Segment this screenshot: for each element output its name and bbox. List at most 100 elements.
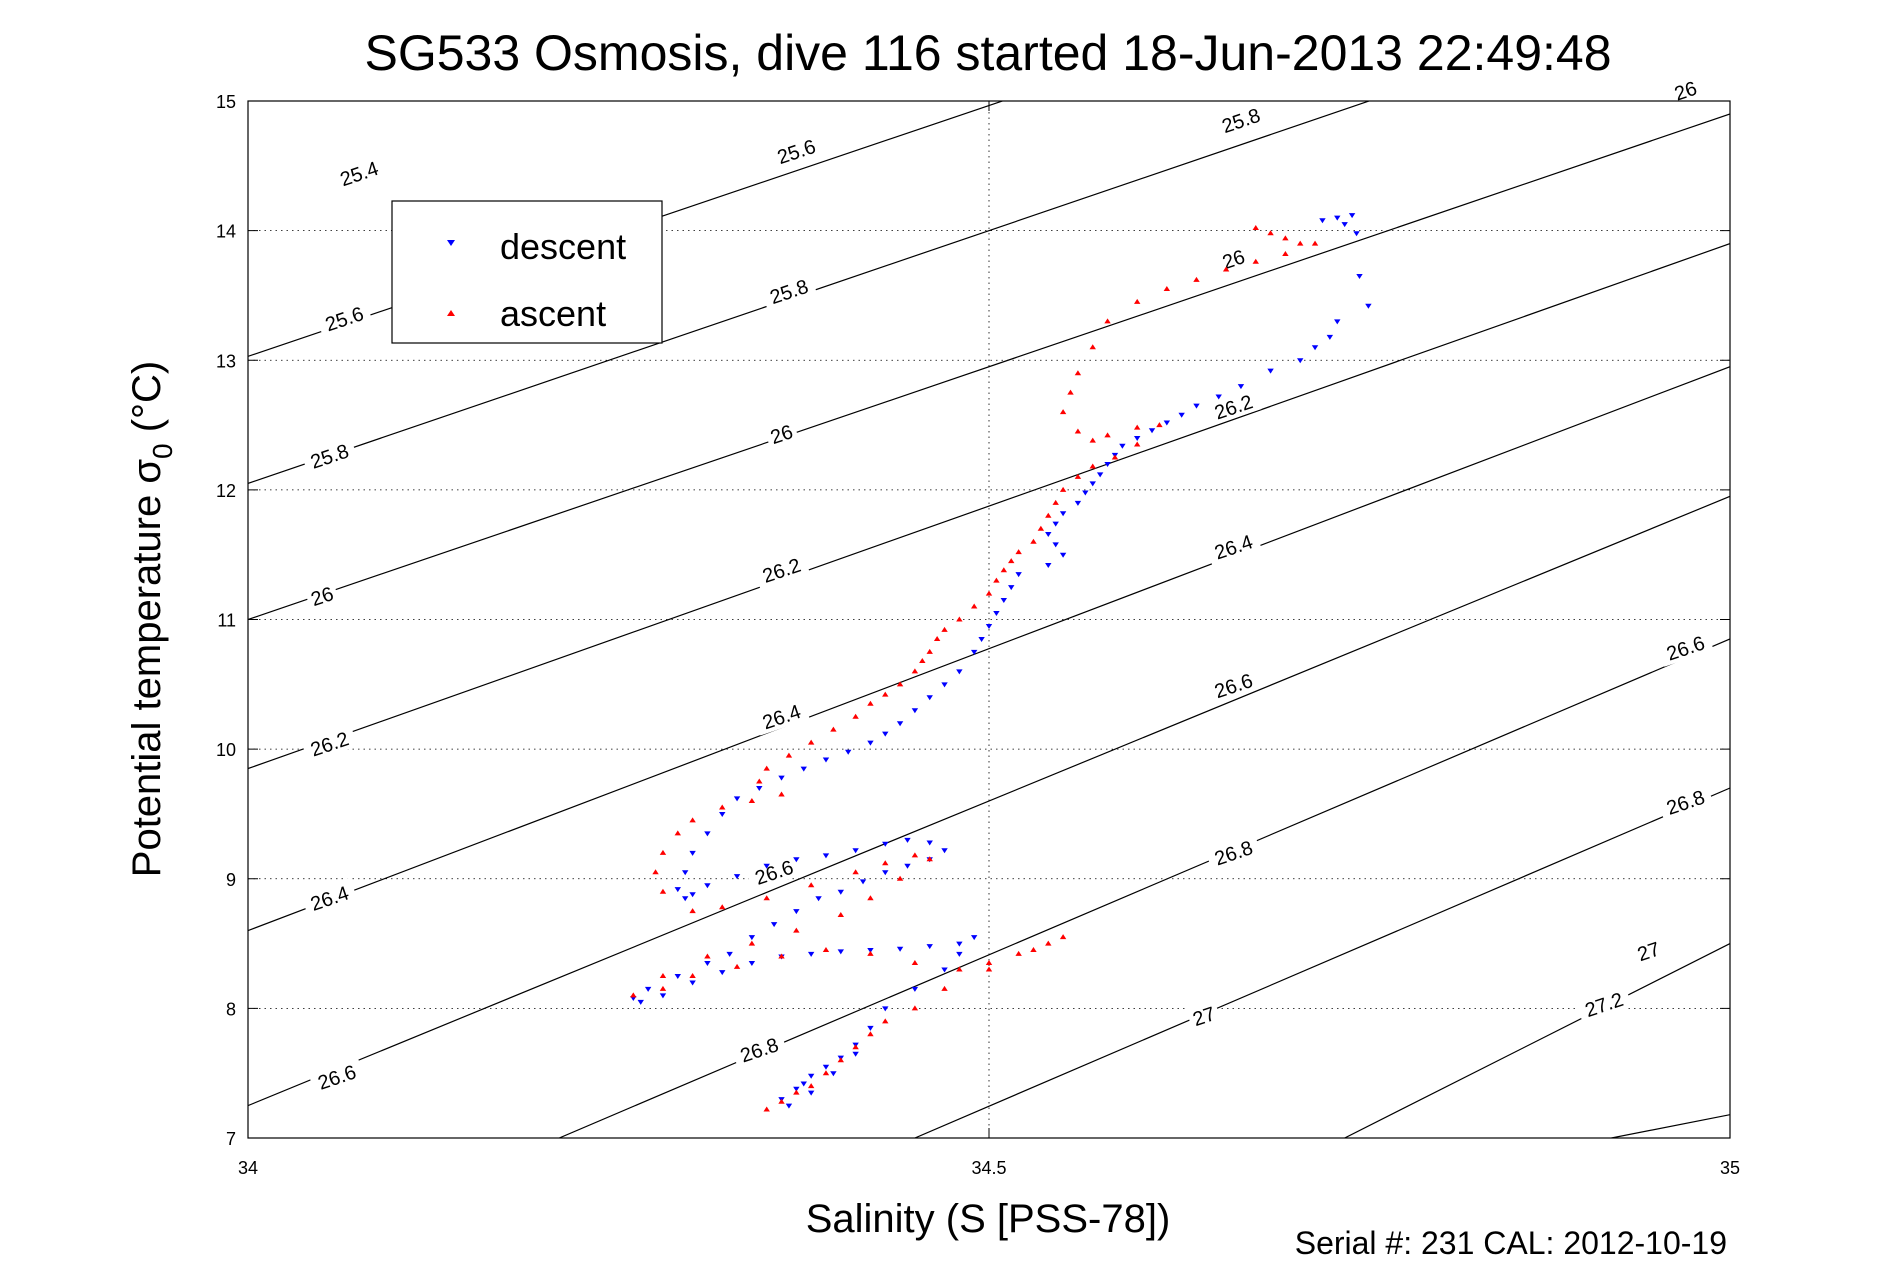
descent-point <box>704 961 711 967</box>
ascent-point <box>704 953 711 959</box>
descent-point <box>1052 521 1059 527</box>
ascent-point <box>822 1070 830 1076</box>
isopycnal-label-bg <box>1204 832 1262 872</box>
isopycnal-label-bg <box>300 435 358 475</box>
y-tick-label: 8 <box>226 999 236 1019</box>
ascent-point <box>852 869 859 875</box>
ascent-point <box>1045 940 1052 946</box>
chart-title: SG533 Osmosis, dive 116 started 18-Jun-2… <box>364 25 1611 81</box>
descent-point <box>733 796 741 802</box>
isopycnal-label-bg <box>767 130 825 171</box>
descent-point <box>674 887 681 893</box>
ascent-point <box>778 1098 785 1104</box>
isopycnal-label-bg <box>1204 664 1262 705</box>
ascent-point <box>896 875 904 881</box>
descent-point <box>911 986 919 992</box>
y-tick-label: 7 <box>226 1129 236 1149</box>
descent-point <box>770 922 778 928</box>
descent-point <box>941 682 948 688</box>
ascent-point <box>1015 950 1022 956</box>
ascent-point <box>896 681 904 687</box>
ascent-point <box>1134 424 1141 430</box>
ascent-point <box>1067 389 1074 395</box>
y-axis-label-unit: (°C) <box>125 361 169 444</box>
descent-point <box>1326 334 1334 340</box>
descent-point <box>733 874 741 880</box>
ascent-point <box>926 856 933 862</box>
ascent-point <box>837 912 844 918</box>
descent-point <box>1089 481 1096 487</box>
descent-point <box>1365 303 1372 309</box>
ascent-point <box>926 648 933 654</box>
ascent-point <box>867 700 874 706</box>
descent-point <box>896 721 904 727</box>
isopycnal-label-bg <box>752 549 810 589</box>
ascent-point <box>1297 240 1304 246</box>
descent-point <box>956 951 963 957</box>
ascent-point <box>785 752 793 758</box>
ascent-point <box>1104 318 1111 324</box>
descent-point <box>644 986 652 992</box>
descent-series <box>630 213 1372 1109</box>
ascent-point <box>1089 437 1096 443</box>
isopycnal-label-group: 27.2 <box>1575 983 1633 1024</box>
axis-ticks: 34 34.5 35 7 8 9 10 11 12 13 14 15 <box>216 92 1740 1178</box>
descent-point <box>978 636 985 642</box>
descent-point <box>800 766 807 772</box>
descent-point <box>867 740 874 746</box>
isopycnal-label-bg <box>1185 999 1222 1032</box>
ascent-point <box>1008 558 1015 564</box>
isopycnal-label-bg <box>1212 99 1270 140</box>
descent-point <box>1096 472 1104 478</box>
descent-point <box>719 970 726 976</box>
isopycnal-label-bg <box>760 270 818 311</box>
isopycnal-label-bg <box>315 298 373 338</box>
descent-point <box>1237 384 1245 390</box>
descent-point <box>1353 231 1360 237</box>
descent-point <box>704 831 711 837</box>
isopycnal-lines <box>248 101 1730 1138</box>
descent-point <box>852 1051 859 1057</box>
ascent-point <box>807 739 815 745</box>
descent-point <box>815 896 822 902</box>
isopycnal-line <box>248 495 1730 1107</box>
descent-point <box>970 649 978 655</box>
isopycnal-line <box>914 787 1730 1138</box>
ascent-point <box>807 1083 815 1089</box>
descent-point <box>1311 345 1319 351</box>
descent-point <box>1119 443 1126 449</box>
ascent-point <box>1059 409 1067 415</box>
isopycnal-line <box>1344 943 1730 1138</box>
descent-point <box>807 1090 815 1096</box>
descent-point <box>1163 420 1171 426</box>
legend-marker-ascent <box>447 310 455 316</box>
isopycnal-label-group: 27 <box>1630 934 1667 967</box>
descent-point <box>941 967 948 973</box>
ascent-point <box>778 953 785 959</box>
descent-point <box>1297 358 1304 364</box>
descent-point <box>867 1025 874 1031</box>
ascent-point <box>733 963 741 969</box>
descent-point <box>763 863 770 869</box>
ascent-point <box>1015 549 1022 555</box>
descent-point <box>793 909 800 915</box>
descent-point <box>822 1064 830 1070</box>
ascent-point <box>985 960 993 966</box>
y-tick-label: 10 <box>216 740 236 760</box>
descent-point <box>956 669 963 675</box>
ascent-point <box>867 1031 874 1037</box>
descent-point <box>756 786 763 792</box>
y-axis-label-subscript: 0 <box>147 443 178 459</box>
legend-label-ascent: ascent <box>500 293 606 334</box>
ascent-point <box>1059 486 1067 492</box>
ascent-point <box>941 626 948 632</box>
descent-point <box>659 993 667 999</box>
descent-point <box>785 1103 793 1109</box>
descent-point <box>1356 273 1363 279</box>
descent-point <box>1059 552 1067 558</box>
descent-point <box>993 611 1000 617</box>
ascent-point <box>1000 567 1008 573</box>
descent-point <box>911 708 919 714</box>
isopycnal-label-bg <box>1656 627 1714 667</box>
